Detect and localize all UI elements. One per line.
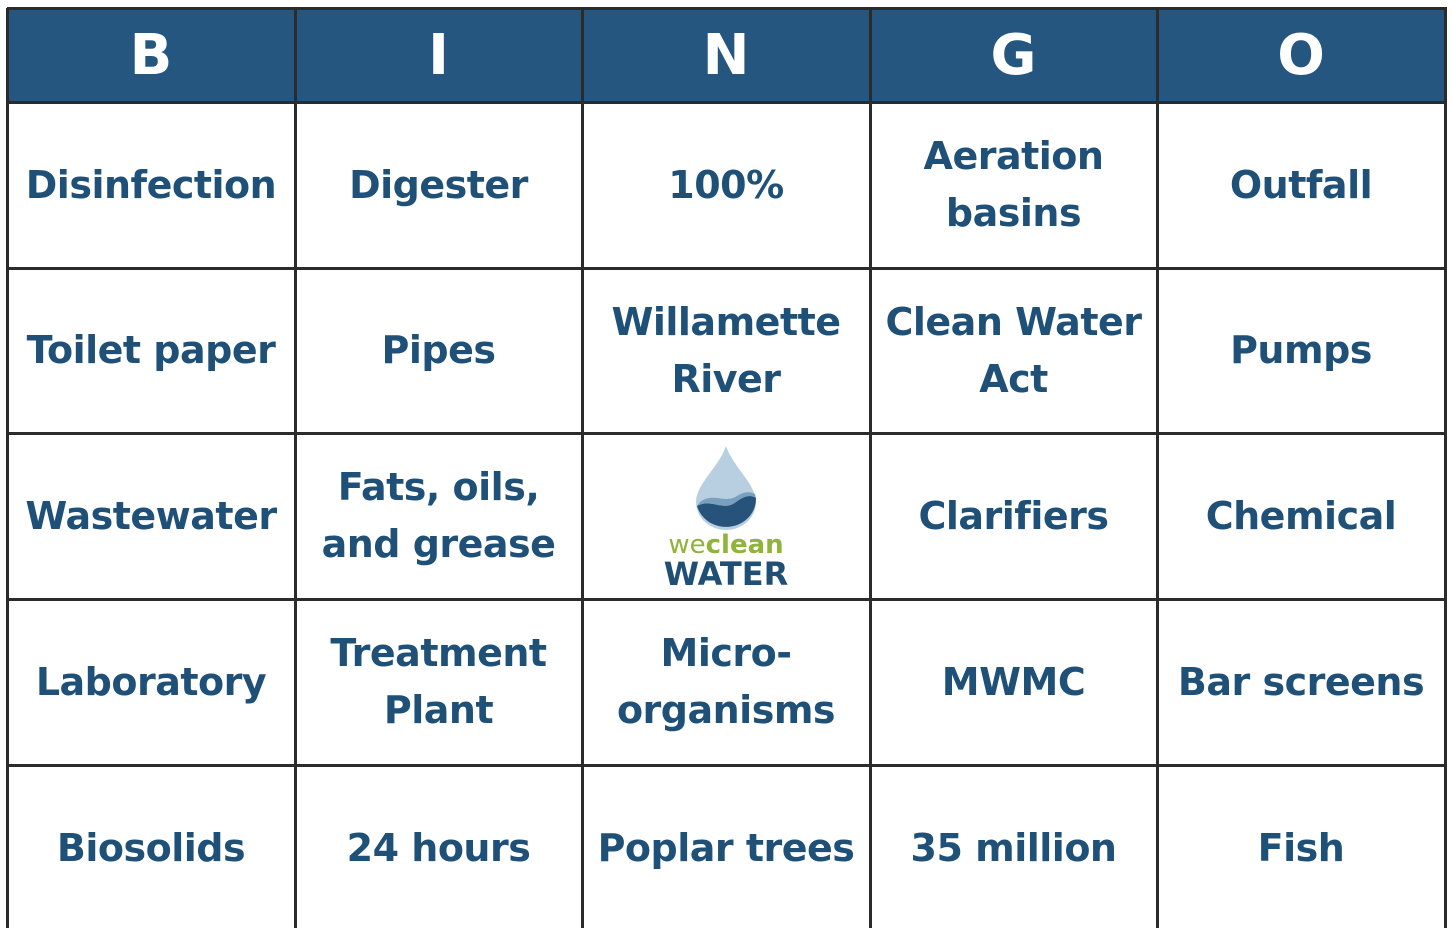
bingo-cell: Bar screens xyxy=(1157,599,1445,765)
cell-line: River xyxy=(671,356,781,401)
logo-drop xyxy=(696,446,757,530)
logo-text: weclean xyxy=(668,532,783,558)
grid-line xyxy=(1444,8,1447,928)
bingo-cell: Pipes xyxy=(295,268,582,433)
cell-line: Outfall xyxy=(1229,162,1373,207)
logo-clean: clean xyxy=(705,530,784,560)
cell-line: Act xyxy=(979,356,1048,401)
header-cell: B xyxy=(7,8,295,102)
bingo-cell: weclean WATER xyxy=(582,433,870,599)
bingo-cell: Clarifiers xyxy=(870,433,1157,599)
bingo-cell: Fish xyxy=(1157,765,1445,928)
cell-line: MWMC xyxy=(941,659,1086,704)
grid-line xyxy=(7,7,1447,10)
cell-line: Willamette xyxy=(611,299,841,344)
grid-line xyxy=(7,764,1447,767)
cell-line: Digester xyxy=(349,162,528,207)
bingo-cell: 24 hours xyxy=(295,765,582,928)
cell-line: Biosolids xyxy=(56,825,246,870)
cell-line: Clarifiers xyxy=(918,493,1109,538)
header-cell: G xyxy=(870,8,1157,102)
cell-line: organisms xyxy=(616,688,836,732)
bingo-cell: Poplar trees xyxy=(582,765,870,928)
bingo-cell: Clean Water Act xyxy=(870,268,1157,433)
bingo-cell: 100% xyxy=(582,102,870,268)
bingo-cell: Toilet paper xyxy=(7,268,295,433)
bingo-cell: Micro-organisms xyxy=(582,599,870,765)
cell-line: 35 million xyxy=(910,825,1117,870)
cell-line: Toilet paper xyxy=(26,328,276,372)
header-cell: I xyxy=(295,8,582,102)
logo-we: we xyxy=(668,530,706,560)
bingo-cell: Laboratory xyxy=(7,599,295,765)
cell-line: and grease xyxy=(321,522,556,566)
cell-line: Clean Water xyxy=(885,299,1143,344)
cell-line: 24 hours xyxy=(346,825,531,870)
cell-line: Treatment xyxy=(330,631,547,675)
bingo-cell: Fats, oils, and grease xyxy=(295,433,582,599)
bingo-cell: Wastewater xyxy=(7,433,295,599)
cell-line: Fish xyxy=(1257,825,1345,870)
cell-line: Laboratory xyxy=(35,659,267,704)
cell-line: Aeration xyxy=(923,134,1104,178)
cell-line: Poplar trees xyxy=(597,825,855,870)
bingo-cell: Chemical xyxy=(1157,433,1445,599)
grid-line xyxy=(6,8,9,928)
cell-line: Pipes xyxy=(381,328,496,372)
grid-line xyxy=(7,267,1447,270)
logo-water: WATER xyxy=(663,555,789,593)
cell-line: Pumps xyxy=(1230,328,1372,372)
cell-line: Micro- xyxy=(660,631,792,675)
bingo-cell: Disinfection xyxy=(7,102,295,268)
grid-line xyxy=(581,8,584,928)
cell-line: basins xyxy=(945,191,1082,235)
cell-line: Fats, oils, xyxy=(337,465,540,509)
grid-line xyxy=(1156,8,1159,928)
header-cell: O xyxy=(1157,8,1445,102)
grid-line xyxy=(7,598,1447,601)
bingo-cell: MWMC xyxy=(870,599,1157,765)
grid-line xyxy=(7,101,1447,104)
cell-line: Disinfection xyxy=(25,162,277,207)
bingo-cell: Willamette River xyxy=(582,268,870,433)
cell-line: Bar screens xyxy=(1177,659,1425,704)
cell-line: Plant xyxy=(383,688,494,732)
bingo-cell: Outfall xyxy=(1157,102,1445,268)
grid-line xyxy=(869,8,872,928)
bingo-cell: Treatment Plant xyxy=(295,599,582,765)
grid-line xyxy=(294,8,297,928)
logo: weclean WATER xyxy=(664,442,788,590)
bingo-cell: Aeration basins xyxy=(870,102,1157,268)
cell-line: 100% xyxy=(668,162,784,207)
grid-line xyxy=(7,432,1447,435)
bingo-cell: Biosolids xyxy=(7,765,295,928)
cell-line: Chemical xyxy=(1205,493,1397,538)
header-cell: N xyxy=(582,8,870,102)
bingo-cell: Pumps xyxy=(1157,268,1445,433)
bingo-cell: 35 million xyxy=(870,765,1157,928)
cell-line: Wastewater xyxy=(25,493,277,538)
bingo-cell: Digester xyxy=(295,102,582,268)
